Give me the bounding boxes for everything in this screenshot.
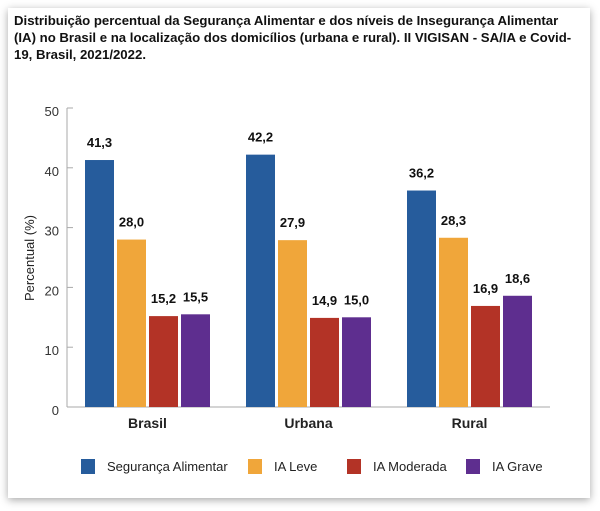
legend-label: IA Moderada bbox=[373, 459, 447, 474]
y-tick-label: 10 bbox=[45, 343, 59, 358]
data-label: 27,9 bbox=[280, 215, 305, 230]
y-tick-label: 0 bbox=[52, 403, 59, 418]
legend-swatch bbox=[81, 459, 95, 474]
category-label: Rural bbox=[452, 415, 488, 431]
data-label: 16,9 bbox=[473, 281, 498, 296]
legend-swatch bbox=[466, 459, 480, 474]
bar bbox=[407, 190, 436, 407]
y-tick-label: 40 bbox=[45, 164, 59, 179]
data-label: 28,0 bbox=[119, 215, 144, 230]
y-axis-label: Percentual (%) bbox=[22, 215, 37, 301]
data-label: 42,2 bbox=[248, 130, 273, 145]
bar bbox=[117, 239, 146, 407]
legend-label: Segurança Alimentar bbox=[107, 459, 228, 474]
bar bbox=[246, 154, 275, 407]
bar bbox=[439, 237, 468, 407]
y-tick-label: 50 bbox=[45, 104, 59, 119]
legend-swatch bbox=[248, 459, 262, 474]
data-label: 15,5 bbox=[183, 289, 208, 304]
bar bbox=[342, 317, 371, 407]
legend-swatch bbox=[347, 459, 361, 474]
chart-title: Distribuição percentual da Segurança Ali… bbox=[14, 13, 572, 62]
bar bbox=[503, 295, 532, 407]
data-label: 18,6 bbox=[505, 271, 530, 286]
bar bbox=[471, 305, 500, 407]
data-label: 28,3 bbox=[441, 213, 466, 228]
bar bbox=[181, 314, 210, 407]
legend-label: IA Grave bbox=[492, 459, 543, 474]
category-label: Brasil bbox=[128, 415, 167, 431]
data-label: 15,2 bbox=[151, 291, 176, 306]
bar bbox=[278, 240, 307, 407]
legend-label: IA Leve bbox=[274, 459, 317, 474]
bar bbox=[85, 160, 114, 407]
data-label: 15,0 bbox=[344, 292, 369, 307]
data-label: 36,2 bbox=[409, 166, 434, 181]
bar bbox=[149, 316, 178, 407]
category-label: Urbana bbox=[284, 415, 332, 431]
data-label: 41,3 bbox=[87, 135, 112, 150]
y-tick-label: 30 bbox=[45, 224, 59, 239]
data-label: 14,9 bbox=[312, 293, 337, 308]
bar bbox=[310, 317, 339, 407]
y-tick-label: 20 bbox=[45, 283, 59, 298]
